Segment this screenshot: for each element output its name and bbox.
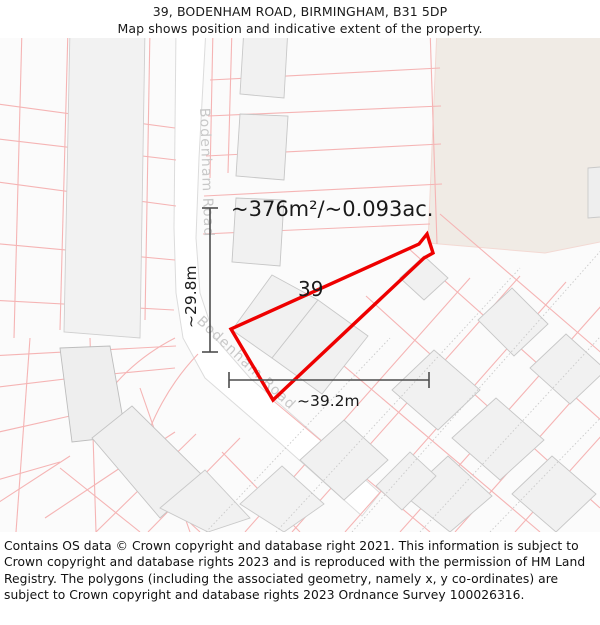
building-separator-lines: [205, 250, 600, 532]
property-parcel-outline[interactable]: [228, 230, 436, 403]
building-footprints: [59, 38, 600, 532]
map-header: 39, BODENHAM ROAD, BIRMINGHAM, B31 5DP M…: [0, 0, 600, 38]
horizontal-dimension-bar: [228, 372, 430, 388]
vertical-dimension-bar: [202, 207, 218, 353]
horizontal-dimension-label: ~39.2m: [297, 392, 360, 410]
page-title: 39, BODENHAM ROAD, BIRMINGHAM, B31 5DP: [152, 4, 448, 19]
map-vector-layer: Bodenham Road Bodenham Road ~376m²/~0.09…: [0, 38, 600, 532]
map-canvas[interactable]: Bodenham Road Bodenham Road ~376m²/~0.09…: [0, 38, 600, 532]
plot-number-label: 39: [298, 277, 323, 301]
large-parcel-area: [427, 38, 600, 254]
area-label: ~376m²/~0.093ac.: [231, 197, 433, 221]
vertical-dimension-label: ~29.8m: [182, 265, 200, 328]
road-label-north: Bodenham Road: [196, 108, 217, 238]
page-subtitle: Map shows position and indicative extent…: [117, 21, 483, 36]
map-footer-attribution: Contains OS data © Crown copyright and d…: [0, 532, 600, 625]
attribution-text: Contains OS data © Crown copyright and d…: [4, 539, 586, 603]
